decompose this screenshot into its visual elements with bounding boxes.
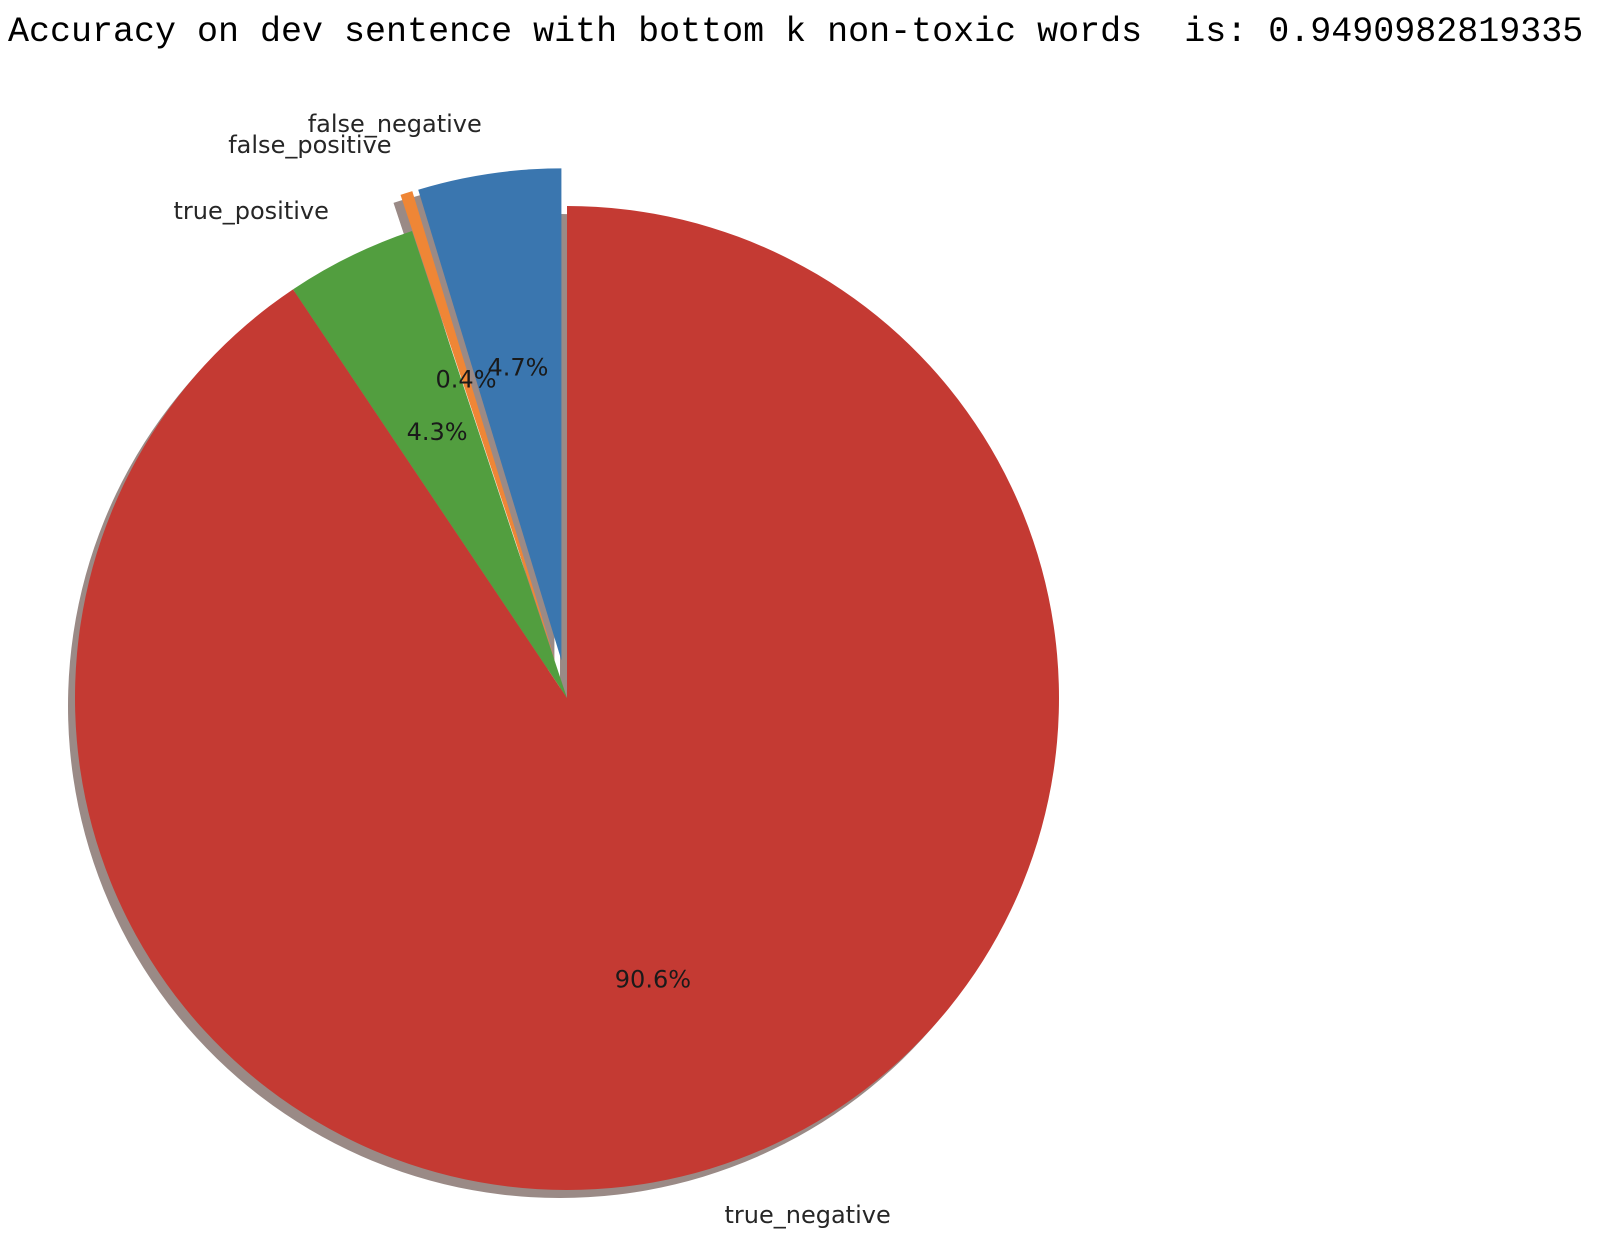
- label-false-positive: false_positive: [228, 131, 391, 159]
- pct-false-negative: 4.7%: [487, 353, 548, 381]
- pie-labels: false_negative 4.7% false_positive 0.4% true…: [174, 110, 891, 1229]
- pct-true-negative: 90.6%: [615, 965, 691, 993]
- slice-true-negative: [75, 206, 1060, 1190]
- cell-output-text: Accuracy on dev sentence with bottom k n…: [8, 12, 1584, 52]
- slice-true-positive: [293, 231, 567, 699]
- slice-false-positive: [400, 191, 556, 662]
- pct-false-positive: 0.4%: [436, 365, 497, 393]
- label-true-negative: true_negative: [725, 1201, 891, 1229]
- pie-slices: [75, 168, 1060, 1190]
- label-false-negative: false_negative: [308, 110, 482, 138]
- label-true-positive: true_positive: [174, 197, 329, 225]
- slice-false-negative: [418, 168, 562, 661]
- pct-true-positive: 4.3%: [407, 418, 468, 446]
